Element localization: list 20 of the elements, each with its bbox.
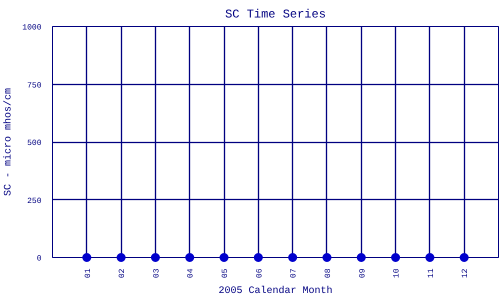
x-axis-title: 2005 Calendar Month bbox=[218, 285, 333, 298]
x-tick-label: 01 bbox=[84, 268, 93, 278]
x-tick-label: 04 bbox=[186, 268, 196, 278]
x-tick-label: 12 bbox=[461, 268, 470, 278]
y-tick-label: 1000 bbox=[22, 24, 42, 32]
y-tick-label: 750 bbox=[27, 81, 42, 90]
y-tick-label: 0 bbox=[36, 254, 42, 264]
y-axis-title: SC - micro mhos/cm bbox=[2, 88, 14, 196]
x-tick-label: 08 bbox=[324, 268, 333, 278]
x-tick-label: 02 bbox=[118, 268, 128, 278]
x-tick-label: 03 bbox=[152, 268, 162, 278]
chart-title: SC Time Series bbox=[225, 8, 326, 22]
y-tick-label: 500 bbox=[27, 139, 42, 148]
x-tick-label: 07 bbox=[290, 268, 299, 278]
x-tick-label: 10 bbox=[392, 268, 402, 278]
x-tick-label: 09 bbox=[358, 268, 368, 278]
y-tick-label: 250 bbox=[27, 196, 42, 206]
x-tick-label: 11 bbox=[426, 268, 436, 278]
x-tick-label: 05 bbox=[221, 268, 230, 278]
x-tick-label: 06 bbox=[255, 268, 264, 278]
